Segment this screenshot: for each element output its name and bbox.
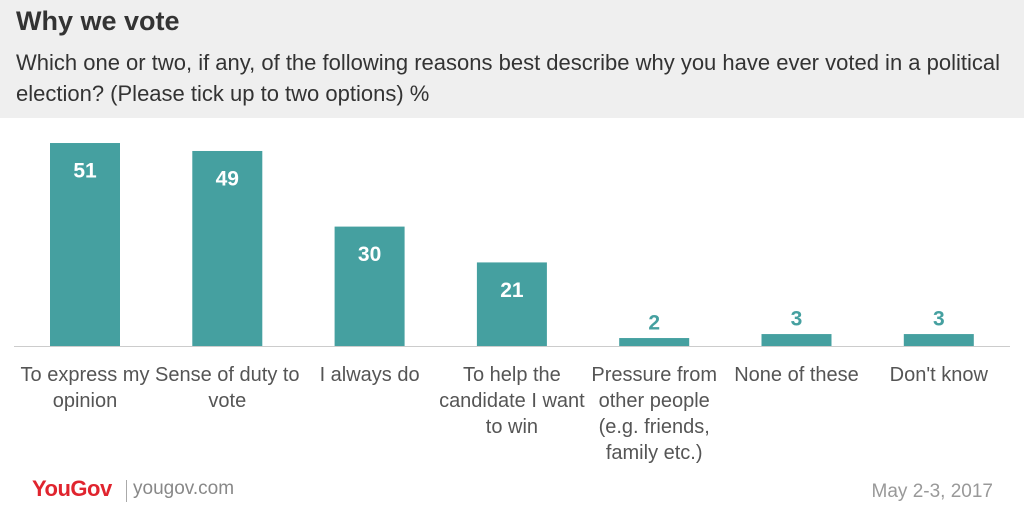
category-label: Pressure from other people (e.g. friends… (591, 364, 717, 464)
header (0, 0, 1024, 118)
bar (761, 334, 832, 346)
category-label: Don't know (889, 364, 988, 386)
value-label: 3 (933, 308, 945, 331)
value-label: 21 (500, 279, 524, 302)
bar (192, 150, 263, 346)
website: yougov.com (133, 478, 235, 499)
chart-title: Why we vote (16, 6, 180, 36)
value-label: 30 (358, 243, 381, 266)
brand-logo: YouGov (32, 476, 112, 501)
value-label: 2 (648, 312, 660, 335)
bar (903, 334, 974, 346)
value-label: 3 (791, 308, 803, 331)
chart-subtitle: Which one or two, if any, of the followi… (16, 50, 1001, 106)
category-label: I always do (319, 364, 420, 386)
category-label: None of these (734, 364, 859, 386)
separator (126, 480, 127, 502)
date: May 2-3, 2017 (871, 481, 993, 502)
bar (50, 143, 120, 346)
bar (619, 338, 690, 346)
category-label: To express my opinion (20, 364, 150, 412)
bar (476, 262, 547, 346)
value-label: 51 (73, 160, 97, 183)
bar (334, 226, 405, 346)
category-label: To help the candidate I want to win (439, 364, 585, 438)
value-label: 49 (216, 168, 239, 191)
category-label: Sense of duty to vote (155, 364, 300, 412)
